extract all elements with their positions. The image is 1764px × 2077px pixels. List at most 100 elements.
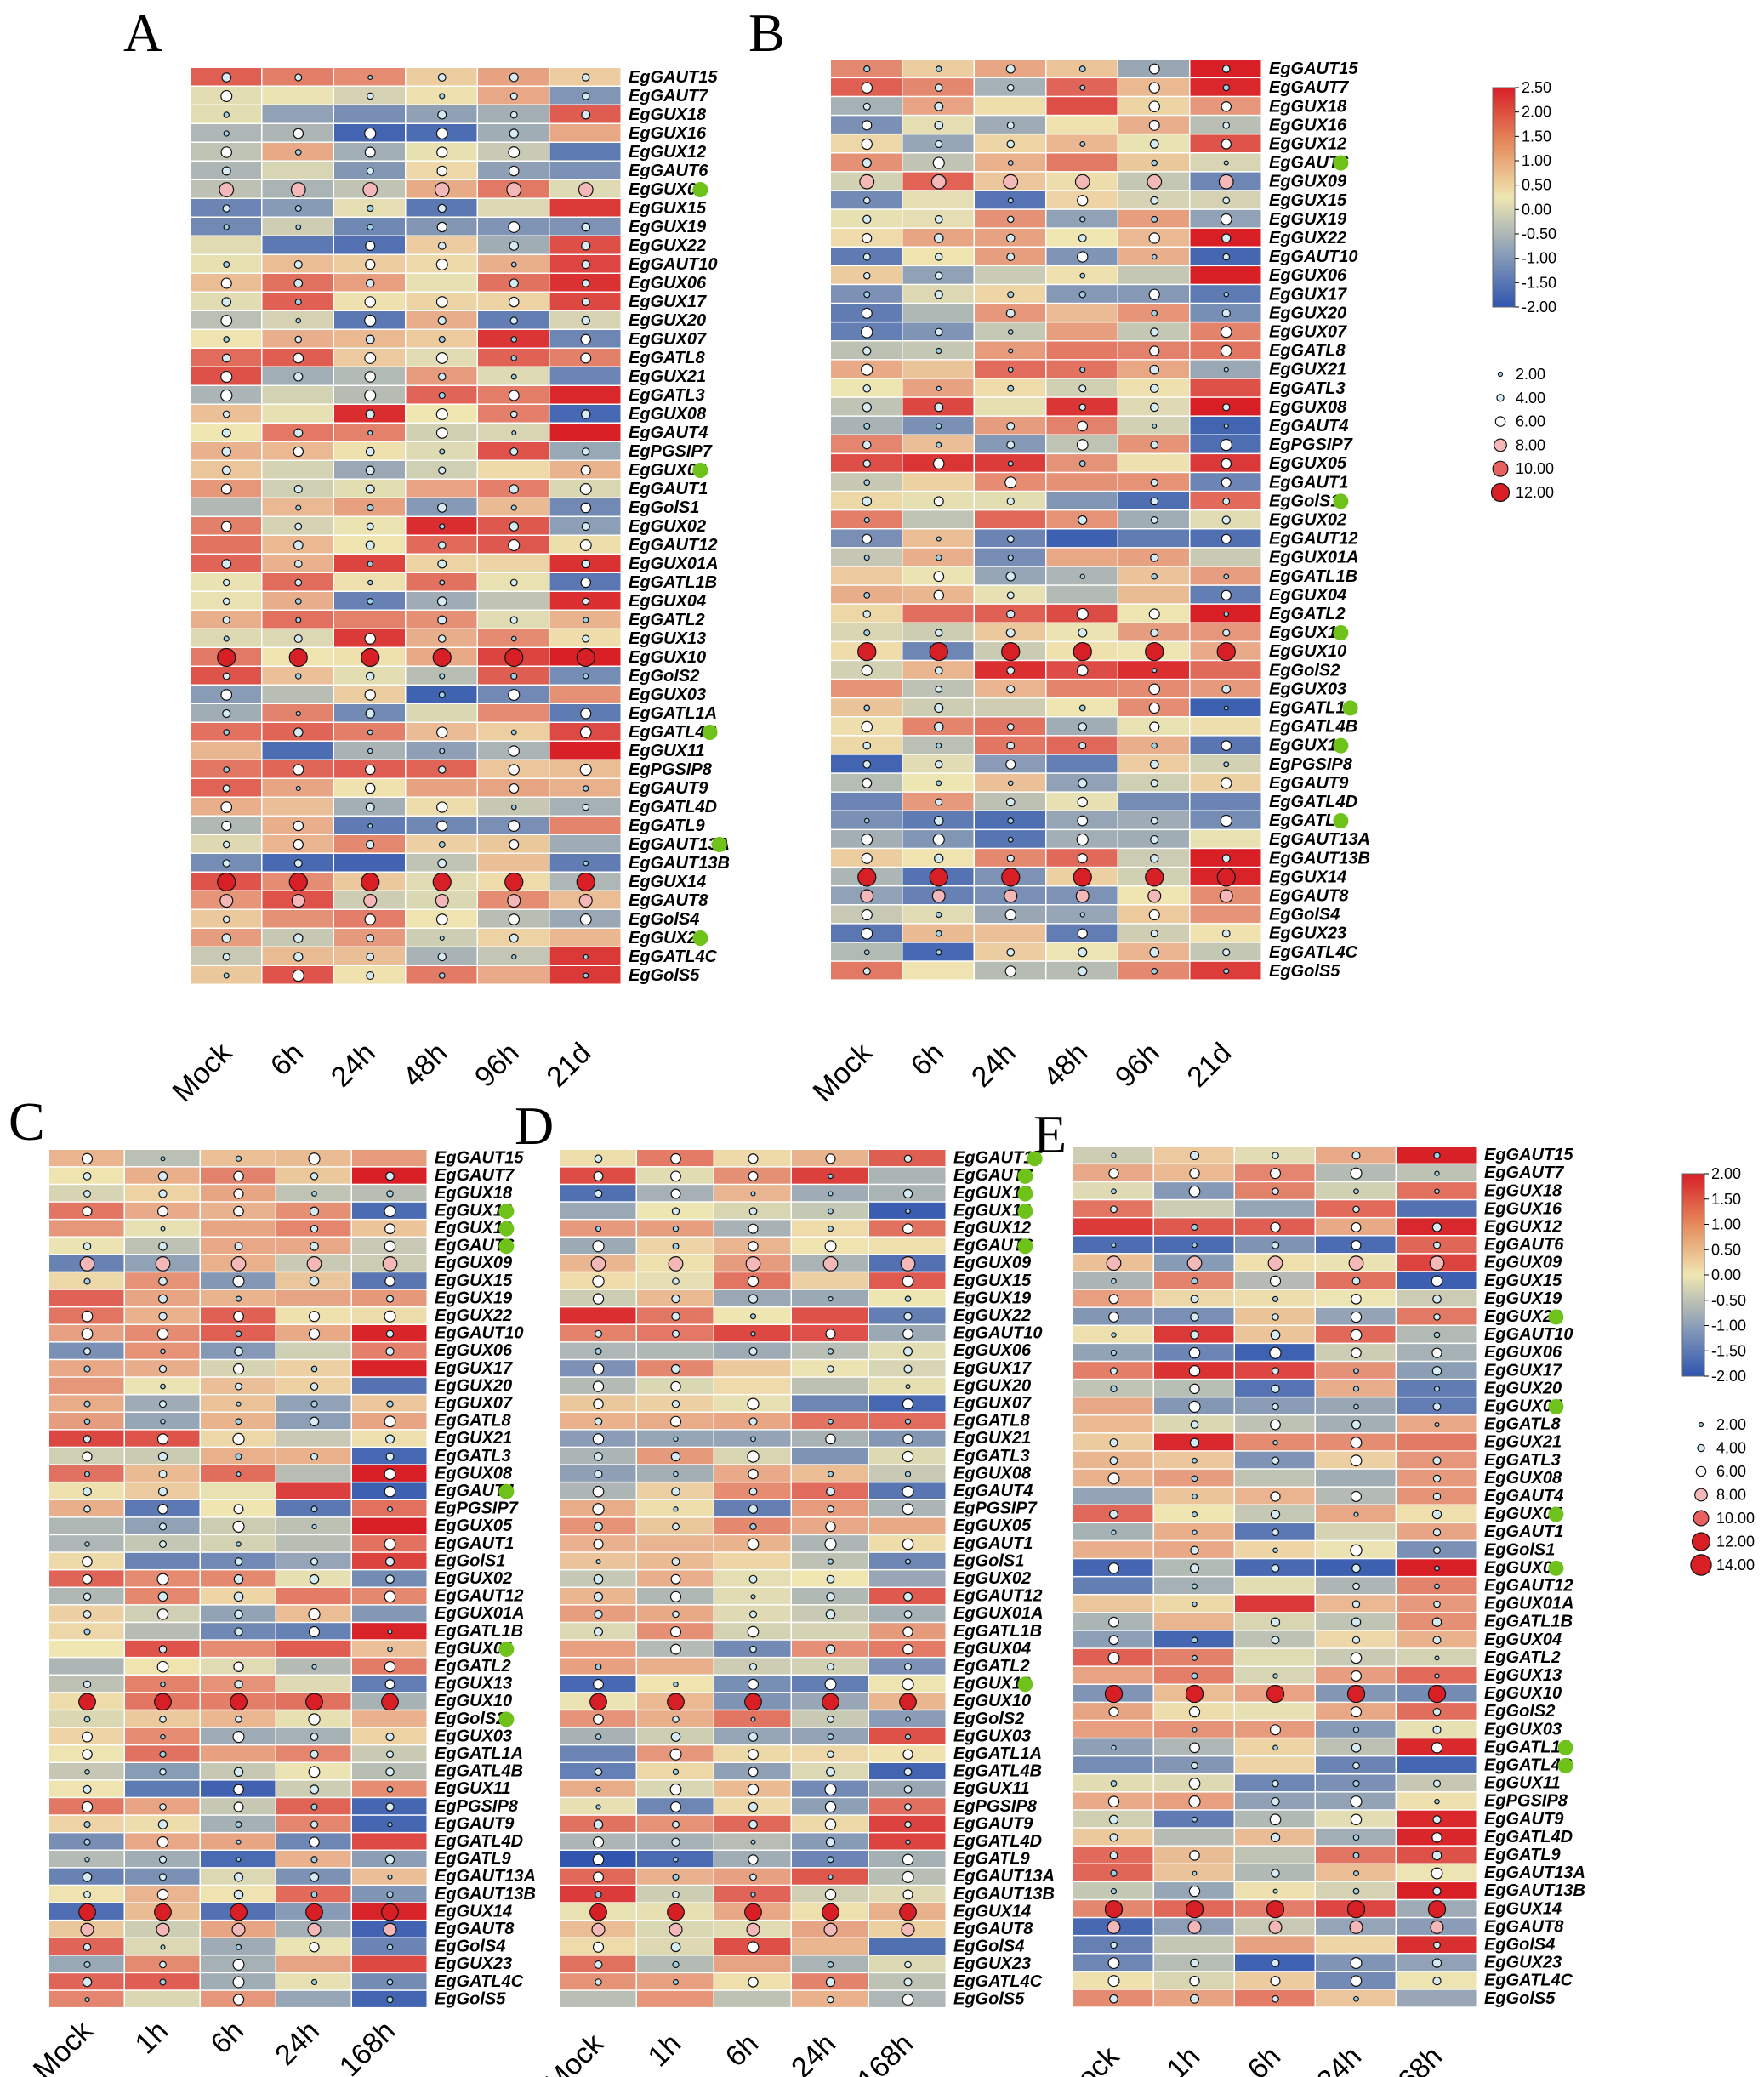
expression-bubble bbox=[672, 1960, 680, 1969]
size-legend-label: 2.00 bbox=[1716, 1416, 1746, 1433]
expression-bubble bbox=[295, 710, 301, 717]
gene-label: EgGUX23 bbox=[1484, 1954, 1562, 1972]
expression-bubble bbox=[220, 315, 233, 327]
expression-bubble bbox=[1148, 288, 1160, 300]
expression-bubble bbox=[1004, 889, 1018, 903]
expression-bubble bbox=[1188, 1795, 1201, 1808]
expression-bubble bbox=[671, 1329, 680, 1338]
expression-bubble bbox=[827, 1733, 834, 1741]
expression-bubble bbox=[222, 616, 230, 624]
expression-bubble bbox=[1270, 1419, 1281, 1431]
expression-bubble bbox=[863, 817, 870, 824]
expression-bubble bbox=[385, 1802, 395, 1812]
expression-bubble bbox=[435, 352, 448, 364]
heatmap-cell bbox=[1235, 1200, 1315, 1217]
expression-bubble bbox=[435, 893, 449, 908]
expression-bubble bbox=[1431, 1347, 1442, 1358]
expression-bubble bbox=[222, 410, 230, 418]
expression-bubble bbox=[158, 1364, 168, 1374]
expression-bubble bbox=[671, 1557, 680, 1567]
expression-bubble bbox=[862, 253, 871, 261]
column-label: 24h bbox=[785, 2028, 842, 2077]
expression-bubble bbox=[508, 390, 520, 401]
expression-bubble bbox=[1432, 1725, 1442, 1734]
heatmap-cell bbox=[714, 1552, 791, 1569]
expression-bubble bbox=[293, 727, 304, 737]
gene-label: EgGolS5 bbox=[435, 1989, 506, 2008]
expression-bubble bbox=[1005, 308, 1016, 318]
gene-label: EgGATL2 bbox=[435, 1657, 511, 1676]
heatmap-cell bbox=[1046, 585, 1118, 604]
expression-bubble bbox=[236, 1401, 242, 1407]
heatmap-cell bbox=[352, 1833, 427, 1850]
expression-bubble bbox=[1185, 1900, 1204, 1919]
size-legend-bubble bbox=[1494, 438, 1507, 452]
expression-bubble bbox=[220, 146, 233, 158]
heatmap-cell bbox=[549, 742, 621, 760]
heatmap-cell bbox=[902, 304, 974, 322]
gene-label: EgGUX12 bbox=[1484, 1218, 1562, 1237]
expression-bubble bbox=[1108, 1312, 1119, 1323]
expression-bubble bbox=[934, 271, 943, 280]
expression-bubble bbox=[592, 1293, 605, 1305]
expression-bubble bbox=[294, 204, 302, 213]
expression-bubble bbox=[1189, 1383, 1200, 1395]
expression-bubble bbox=[160, 1226, 166, 1232]
expression-bubble bbox=[744, 1693, 762, 1711]
expression-bubble bbox=[578, 182, 594, 197]
expression-bubble bbox=[1189, 1975, 1200, 1987]
expression-bubble bbox=[364, 633, 377, 645]
expression-bubble bbox=[580, 502, 592, 514]
expression-bubble bbox=[1431, 1365, 1442, 1376]
heatmap-cell bbox=[125, 1780, 200, 1797]
expression-bubble bbox=[589, 1903, 607, 1921]
expression-bubble bbox=[1078, 628, 1088, 638]
expression-bubble bbox=[221, 559, 232, 569]
expression-bubble bbox=[309, 1942, 320, 1953]
heatmap-cell bbox=[1154, 1828, 1234, 1846]
expression-bubble bbox=[154, 1693, 172, 1711]
heatmap-cell bbox=[276, 1535, 351, 1552]
expression-bubble bbox=[1189, 1994, 1200, 2004]
expression-bubble bbox=[1221, 65, 1231, 73]
expression-bubble bbox=[1006, 685, 1016, 694]
expression-bubble bbox=[1220, 344, 1232, 357]
heatmap-cell bbox=[1046, 473, 1118, 491]
expression-bubble bbox=[825, 1433, 836, 1445]
expression-bubble bbox=[1350, 1167, 1363, 1180]
expression-bubble bbox=[223, 972, 230, 979]
expression-bubble bbox=[1434, 1673, 1440, 1679]
heatmap-cell bbox=[191, 742, 261, 760]
expression-bubble bbox=[822, 1693, 839, 1711]
expression-bubble bbox=[293, 278, 304, 288]
expression-bubble bbox=[310, 1400, 318, 1408]
heatmap-cell bbox=[637, 1535, 714, 1552]
expression-bubble bbox=[308, 1608, 321, 1621]
expression-bubble bbox=[1150, 629, 1159, 638]
gene-label: EgGATL1A bbox=[435, 1744, 523, 1763]
heatmap-cell bbox=[549, 162, 621, 179]
expression-bubble bbox=[1077, 815, 1089, 827]
expression-bubble bbox=[365, 409, 375, 419]
gene-label: EgGUX20 bbox=[953, 1376, 1031, 1395]
heatmap-cell bbox=[406, 480, 477, 498]
gene-label: EgGUX20 bbox=[1269, 304, 1346, 322]
expression-bubble bbox=[1431, 1832, 1442, 1843]
expression-bubble bbox=[307, 1922, 322, 1937]
expression-bubble bbox=[902, 1591, 913, 1602]
color-scale-tick-label: 0.50 bbox=[1522, 177, 1551, 194]
expression-bubble bbox=[1352, 1727, 1360, 1733]
gene-label: EgGolS2 bbox=[629, 667, 699, 686]
gene-label: EgGUX17 bbox=[435, 1359, 513, 1378]
gene-label: EgGolS1 bbox=[953, 1551, 1024, 1570]
expression-bubble bbox=[1433, 1386, 1441, 1392]
expression-bubble bbox=[220, 389, 233, 402]
size-legend-label: 8.00 bbox=[1716, 1487, 1746, 1504]
expression-bubble bbox=[232, 1363, 245, 1375]
heatmap-cell bbox=[49, 1517, 124, 1534]
expression-bubble bbox=[309, 1276, 320, 1287]
expression-bubble bbox=[1149, 402, 1159, 413]
expression-bubble bbox=[364, 389, 377, 402]
expression-bubble bbox=[1223, 611, 1229, 617]
expression-bubble bbox=[935, 685, 943, 693]
